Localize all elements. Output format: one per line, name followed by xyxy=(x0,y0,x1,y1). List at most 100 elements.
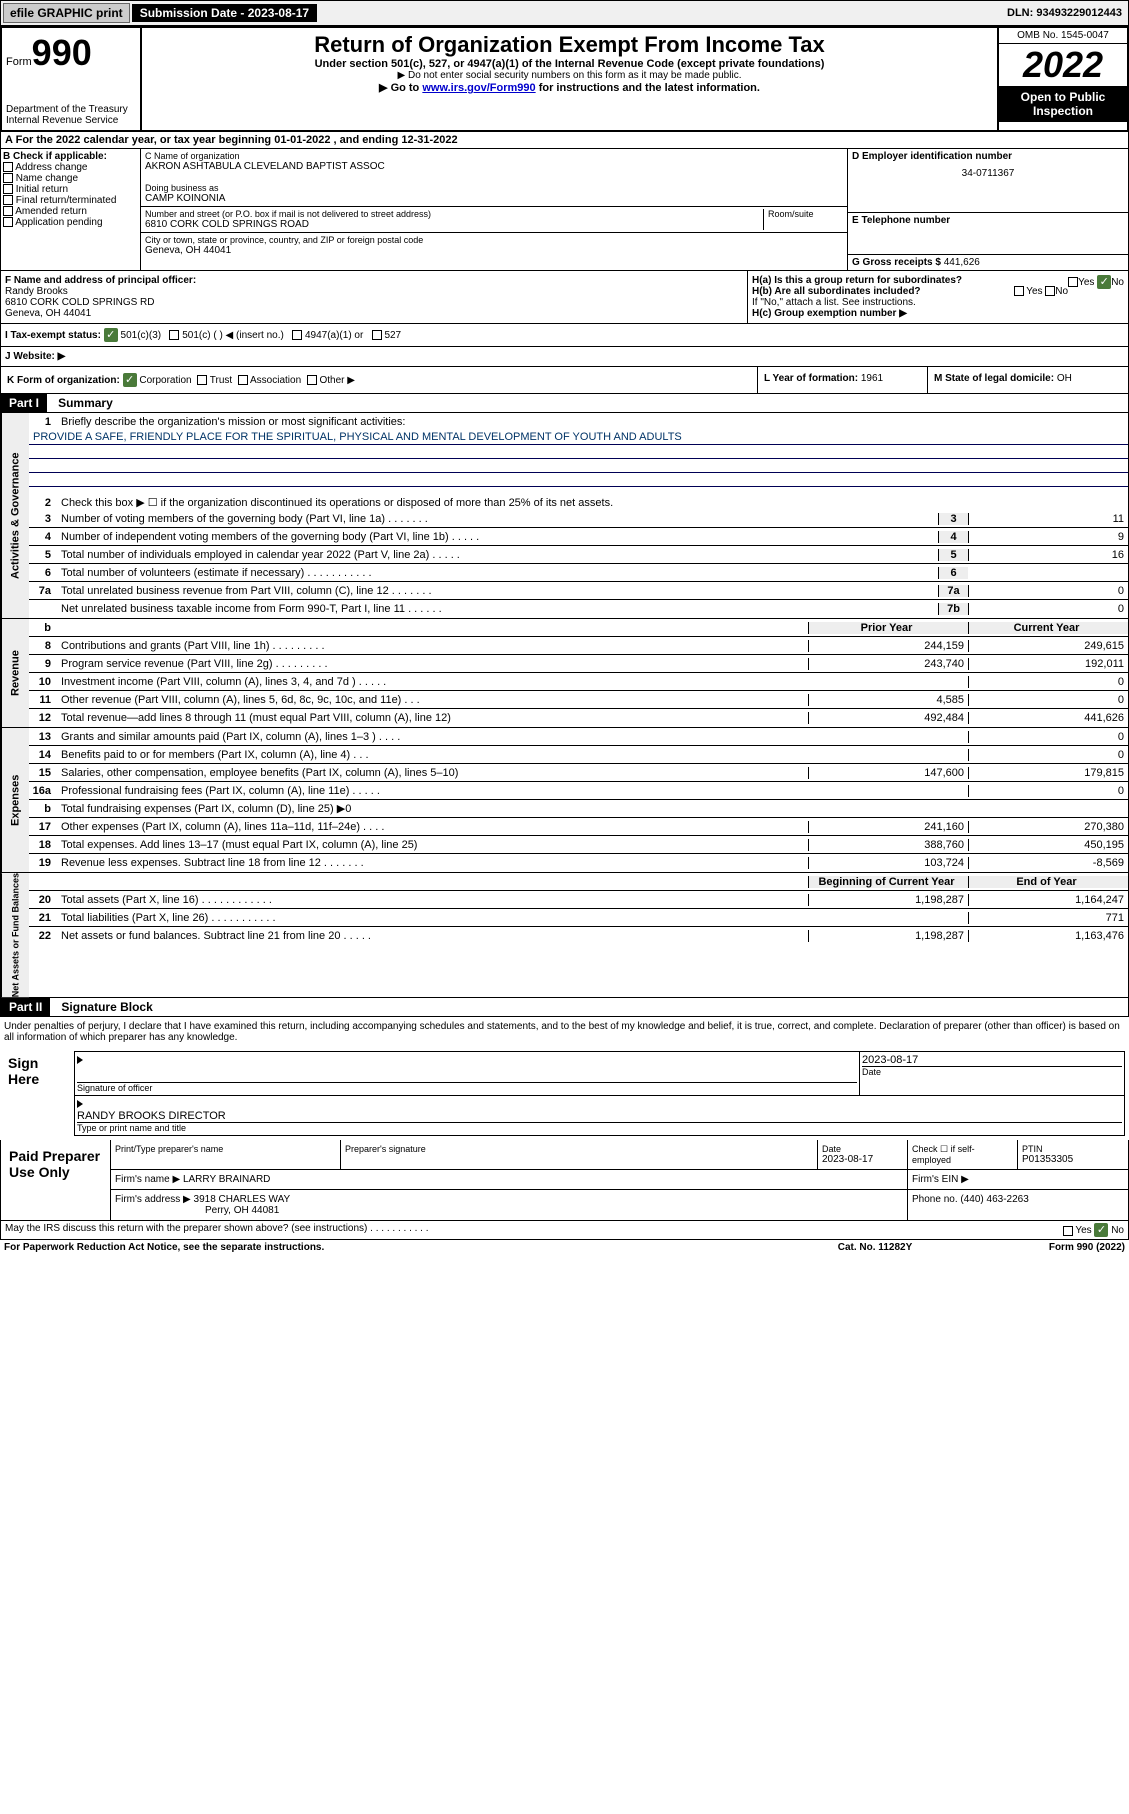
block-f: F Name and address of principal officer:… xyxy=(1,271,748,323)
irs-link[interactable]: www.irs.gov/Form990 xyxy=(422,82,535,94)
b-checkbox[interactable] xyxy=(3,162,13,172)
b-option: Name change xyxy=(3,173,138,184)
i-527-checkbox[interactable] xyxy=(372,330,382,340)
k-opt-3: Other ▶ xyxy=(319,375,354,386)
data-line: 14Benefits paid to or for members (Part … xyxy=(29,746,1128,764)
block-b: B Check if applicable: Address change Na… xyxy=(1,149,141,270)
k-opt-2: Association xyxy=(250,375,301,386)
hb-no-checkbox[interactable] xyxy=(1045,286,1055,296)
line-text: Benefits paid to or for members (Part IX… xyxy=(57,748,808,762)
b-checkbox[interactable] xyxy=(3,195,13,205)
print-name-cell: Print/Type preparer's name xyxy=(111,1140,341,1169)
ha-yes-checkbox[interactable] xyxy=(1068,277,1078,287)
paid-prep-fields: Print/Type preparer's name Preparer's si… xyxy=(111,1140,1128,1220)
cat-no: Cat. No. 11282Y xyxy=(775,1242,975,1253)
form-header: Form990 Department of the Treasury Inter… xyxy=(0,26,1129,132)
b-option: Amended return xyxy=(3,206,138,217)
l-value: 1961 xyxy=(861,373,883,384)
gov-line: 5Total number of individuals employed in… xyxy=(29,546,1128,564)
prep-date-cell: Date 2023-08-17 xyxy=(818,1140,908,1169)
paperwork-notice: For Paperwork Reduction Act Notice, see … xyxy=(4,1242,775,1253)
k-trust-checkbox[interactable] xyxy=(197,375,207,385)
firm-name-value: LARRY BRAINARD xyxy=(183,1174,270,1185)
officer-addr1: 6810 CORK COLD SPRINGS RD xyxy=(5,297,743,308)
line-j: J Website: ▶ xyxy=(0,347,1129,367)
b-option: Application pending xyxy=(3,217,138,228)
hb-yes-checkbox[interactable] xyxy=(1014,286,1024,296)
dln: DLN: 93493229012443 xyxy=(1001,5,1128,21)
i-4947-checkbox[interactable] xyxy=(292,330,302,340)
omb-number: OMB No. 1545-0047 xyxy=(999,28,1127,44)
hb-no: No xyxy=(1055,286,1068,297)
k-other-checkbox[interactable] xyxy=(307,375,317,385)
submission-date-button[interactable]: Submission Date - 2023-08-17 xyxy=(132,4,317,22)
line-text: Investment income (Part VIII, column (A)… xyxy=(57,675,808,689)
k-corp-checked[interactable]: ✓ xyxy=(123,373,137,387)
submission-label: Submission Date - xyxy=(140,6,245,20)
mission-blank-3 xyxy=(29,473,1128,487)
summary-governance: Activities & Governance 1 Briefly descri… xyxy=(0,413,1129,619)
line-value: 11 xyxy=(968,513,1128,525)
firm-addr2: Perry, OH 44081 xyxy=(115,1205,279,1216)
firm-ein-label: Firm's EIN ▶ xyxy=(912,1174,969,1185)
c-street-row: Number and street (or P.O. box if mail i… xyxy=(141,207,847,233)
officer-typed-name: RANDY BROOKS DIRECTOR xyxy=(77,1110,1122,1122)
i-501c-checkbox[interactable] xyxy=(169,330,179,340)
discuss-yes-checkbox[interactable] xyxy=(1063,1226,1073,1236)
line-number: 6 xyxy=(29,567,57,579)
data-line: 10Investment income (Part VIII, column (… xyxy=(29,673,1128,691)
form-number: 990 xyxy=(32,32,92,73)
g-receipts-row: G Gross receipts $ 441,626 xyxy=(848,255,1128,270)
line-text: Total revenue—add lines 8 through 11 (mu… xyxy=(57,711,808,725)
b-checkbox[interactable] xyxy=(3,206,13,216)
open-pub-2: Inspection xyxy=(1033,104,1093,118)
exp-body: 13Grants and similar amounts paid (Part … xyxy=(29,728,1128,872)
line-a-tax-year: A For the 2022 calendar year, or tax yea… xyxy=(0,132,1129,149)
note2-post: for instructions and the latest informat… xyxy=(536,82,760,94)
curr-value: 270,380 xyxy=(968,821,1128,833)
curr-value: -8,569 xyxy=(968,857,1128,869)
line-box: 6 xyxy=(938,567,968,579)
data-line: 11Other revenue (Part VIII, column (A), … xyxy=(29,691,1128,709)
discuss-row: May the IRS discuss this return with the… xyxy=(0,1221,1129,1240)
curr-value: 441,626 xyxy=(968,712,1128,724)
line-number: 4 xyxy=(29,531,57,543)
b-checkbox[interactable] xyxy=(3,173,13,183)
officer-name: Randy Brooks xyxy=(5,286,743,297)
efile-print-button[interactable]: efile GRAPHIC print xyxy=(3,3,130,23)
net-body: Beginning of Current Year End of Year 20… xyxy=(29,873,1128,997)
ha-yes: Yes xyxy=(1078,277,1094,288)
line-number: 5 xyxy=(29,549,57,561)
side-expenses: Expenses xyxy=(1,728,29,872)
header-bar: efile GRAPHIC print Submission Date - 20… xyxy=(0,0,1129,26)
k-assoc-checkbox[interactable] xyxy=(238,375,248,385)
note2-pre: ▶ Go to xyxy=(379,82,422,94)
b-option: Address change xyxy=(3,162,138,173)
curr-value: 0 xyxy=(968,694,1128,706)
net-header-row: Beginning of Current Year End of Year xyxy=(29,873,1128,891)
part1-header: Part I xyxy=(1,394,47,412)
ha-no-checkbox-checked[interactable]: ✓ xyxy=(1097,275,1111,289)
prior-value: 1,198,287 xyxy=(808,894,968,906)
i-501c3-checked[interactable]: ✓ xyxy=(104,328,118,342)
prior-value: 388,760 xyxy=(808,839,968,851)
sig-date-label: Date xyxy=(862,1066,1122,1077)
phone-label: Phone no. xyxy=(912,1194,958,1205)
firm-name-label: Firm's name ▶ xyxy=(115,1174,180,1185)
line-value: 0 xyxy=(968,585,1128,597)
b-checkbox[interactable] xyxy=(3,184,13,194)
b-checkbox[interactable] xyxy=(3,217,13,227)
summary-expenses: Expenses 13Grants and similar amounts pa… xyxy=(0,727,1129,873)
line-m: M State of legal domicile: OH xyxy=(928,367,1128,393)
line-number: 13 xyxy=(29,731,57,743)
discuss-no-checked[interactable]: ✓ xyxy=(1094,1223,1108,1237)
line-text: Number of voting members of the governin… xyxy=(57,512,938,526)
declaration-text: Under penalties of perjury, I declare th… xyxy=(0,1017,1129,1047)
submission-date: 2023-08-17 xyxy=(248,6,309,20)
mission-text: PROVIDE A SAFE, FRIENDLY PLACE FOR THE S… xyxy=(29,431,1128,445)
prior-value: 147,600 xyxy=(808,767,968,779)
line-number: 10 xyxy=(29,676,57,688)
sig-date-cell: 2023-08-17 Date xyxy=(860,1052,1124,1095)
row-k-l-m: K Form of organization: ✓ Corporation Tr… xyxy=(0,367,1129,394)
c-city-row: City or town, state or province, country… xyxy=(141,233,847,258)
